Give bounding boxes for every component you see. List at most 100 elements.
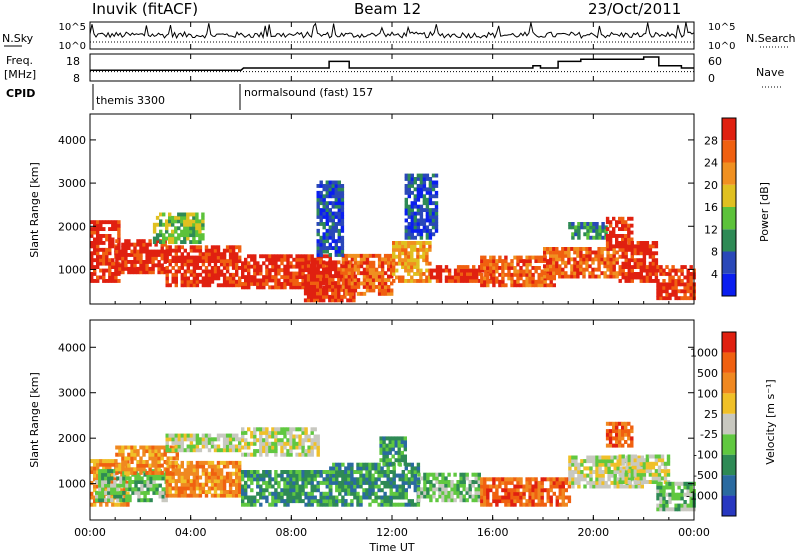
heatmap-cell [328, 284, 332, 289]
heatmap-cell [322, 480, 326, 485]
heatmap-cell [438, 279, 443, 283]
heatmap-cell [680, 492, 684, 497]
heatmap-cell [171, 486, 175, 491]
heatmap-cell [171, 448, 175, 453]
heatmap-cell [219, 479, 224, 484]
heatmap-cell [105, 502, 109, 507]
heatmap-cell [489, 477, 493, 482]
heatmap-cell [472, 268, 476, 273]
heatmap-cell [117, 220, 121, 225]
heatmap-cell [537, 276, 541, 281]
heatmap-cell [101, 469, 105, 474]
heatmap-cell [256, 427, 260, 432]
heatmap-cell [528, 480, 532, 485]
heatmap-cell [316, 253, 320, 257]
heatmap-cell [586, 480, 590, 485]
freq-tick-low: 8 [73, 72, 80, 85]
heatmap-cell [362, 274, 367, 279]
heatmap-cell [398, 279, 402, 283]
heatmap-cell [124, 445, 128, 450]
heatmap-cell [379, 450, 383, 455]
heatmap-cell [347, 473, 351, 478]
heatmap-cell [510, 276, 514, 281]
heatmap-cell [398, 247, 402, 252]
heatmap-cell [489, 269, 493, 274]
heatmap-cell [222, 493, 227, 498]
heatmap-cell [383, 288, 388, 293]
heatmap-cell [238, 279, 242, 284]
heatmap-cell [668, 296, 672, 301]
heatmap-cell [648, 254, 653, 259]
heatmap-cell [334, 284, 338, 289]
heatmap-cell [195, 437, 200, 442]
heatmap-cell [134, 487, 138, 492]
heatmap-cell [322, 263, 326, 268]
heatmap-cell [265, 470, 269, 474]
heatmap-cell [347, 281, 352, 286]
heatmap-cell [171, 279, 175, 284]
heatmap-cell [115, 467, 119, 472]
heatmap-cell [219, 468, 224, 473]
heatmap-cell [340, 298, 344, 303]
heatmap-cell [410, 190, 414, 195]
heatmap-cell [149, 483, 153, 488]
heatmap-cell [160, 246, 164, 250]
heatmap-cell [289, 470, 293, 474]
heatmap-cell [386, 477, 390, 482]
heatmap-cell [165, 444, 169, 449]
heatmap-cell [549, 247, 553, 251]
heatmap-cell [392, 251, 396, 256]
heatmap-cell [580, 222, 584, 226]
heatmap-cell [589, 455, 593, 460]
heatmap-cell [157, 456, 161, 461]
heatmap-cell [444, 476, 448, 481]
heatmap-cell [136, 270, 140, 275]
heatmap-cell [630, 476, 634, 481]
heatmap-cell [386, 480, 390, 485]
heatmap-cell [528, 269, 532, 274]
heatmap-cell [377, 260, 382, 265]
heatmap-cell [419, 211, 424, 216]
heatmap-cell [105, 234, 109, 238]
heatmap-cell [148, 260, 152, 264]
heatmap-cell [262, 473, 266, 478]
heatmap-cell [516, 499, 520, 504]
heatmap-cell [597, 264, 601, 269]
heatmap-cell [571, 459, 575, 464]
heatmap-cell [111, 223, 115, 228]
heatmap-cell [371, 480, 375, 485]
heatmap-cell [425, 275, 429, 280]
heatmap-cell [656, 282, 660, 287]
heatmap-cell [630, 472, 634, 477]
heatmap-cell [395, 488, 399, 493]
heatmap-cell [594, 250, 598, 255]
heatmap-cell [450, 483, 454, 488]
heatmap-cell [124, 260, 128, 264]
heatmap-cell [680, 296, 684, 301]
heatmap-cell [601, 222, 605, 226]
heatmap-cell [605, 227, 610, 231]
heatmap-cell [686, 282, 690, 287]
heatmap-cell [656, 503, 660, 508]
heatmap-cell [192, 236, 196, 241]
heatmap-cell [332, 499, 336, 504]
heatmap-cell [186, 215, 190, 220]
heatmap-cell [102, 275, 106, 280]
heatmap-cell [428, 194, 433, 199]
heatmap-cell [102, 459, 106, 464]
heatmap-cell [313, 263, 317, 268]
heatmap-cell [618, 436, 622, 441]
heatmap-cell [133, 263, 137, 268]
heatmap-cell [609, 253, 613, 258]
heatmap-cell [316, 257, 320, 262]
heatmap-cell [195, 479, 200, 484]
heatmap-cell [313, 298, 317, 303]
heatmap-cell [651, 261, 656, 266]
heatmap-cell [189, 482, 194, 487]
heatmap-cell [407, 470, 411, 474]
heatmap-cell [186, 471, 190, 476]
heatmap-cell [130, 449, 134, 454]
heatmap-cell [340, 190, 345, 195]
heatmap-cell [341, 267, 346, 272]
heatmap-cell [195, 440, 200, 445]
